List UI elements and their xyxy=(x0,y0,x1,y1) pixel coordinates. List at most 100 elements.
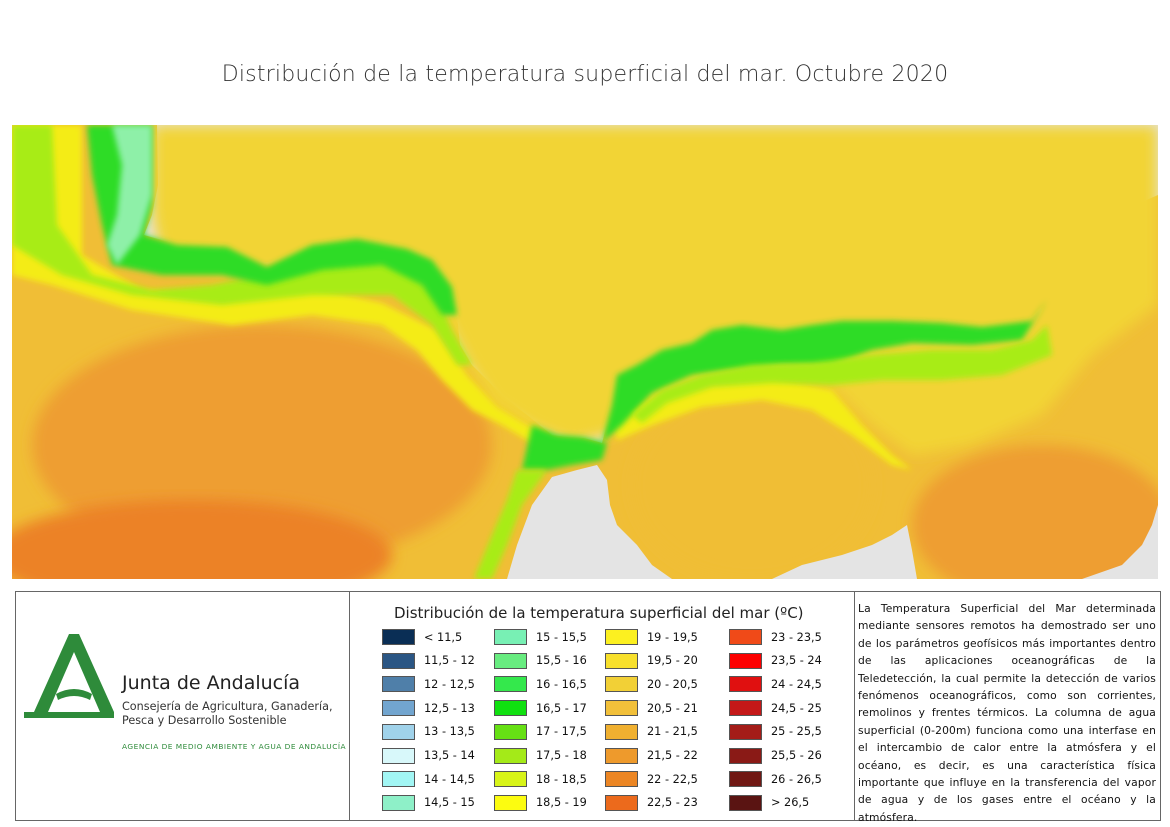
legend-item: 16,5 - 17 xyxy=(494,699,587,717)
legend-label: 19,5 - 20 xyxy=(647,654,698,668)
legend-swatch xyxy=(605,723,638,740)
legend-item: 26 - 26,5 xyxy=(729,770,822,788)
sea-darkorange-atlantic xyxy=(12,500,392,579)
legend-label: 18 - 18,5 xyxy=(536,772,587,786)
sea-yellow-band-alboran xyxy=(612,377,912,470)
legend-item: 13,5 - 14 xyxy=(382,747,475,765)
legend-label: 16 - 16,5 xyxy=(536,677,587,691)
legend-swatch xyxy=(382,652,415,669)
legend-swatch xyxy=(605,771,638,788)
legend-label: 19 - 19,5 xyxy=(647,630,698,644)
legend-item: 24,5 - 25 xyxy=(729,699,822,717)
legend-swatch xyxy=(729,676,762,693)
footer-panel: Junta de Andalucía Consejería de Agricul… xyxy=(15,591,1161,824)
legend-swatch xyxy=(494,652,527,669)
legend-item: 21,5 - 22 xyxy=(605,747,698,765)
legend-item: 25,5 - 26 xyxy=(729,747,822,765)
org-department-line: Consejería de Agricultura, Ganadería, xyxy=(122,700,333,713)
sea-green-band-alboran xyxy=(602,300,1047,443)
land-africa xyxy=(507,465,672,579)
legend-item: 23,5 - 24 xyxy=(729,652,822,670)
legend-label: 12 - 12,5 xyxy=(424,677,475,691)
legend-label: 13,5 - 14 xyxy=(424,749,475,762)
org-department-line: Pesca y Desarrollo Sostenible xyxy=(122,714,287,727)
legend-label: > 26,5 xyxy=(771,796,810,810)
legend-swatch xyxy=(729,700,762,717)
legend-swatch xyxy=(382,676,415,693)
org-agency: AGENCIA DE MEDIO AMBIENTE Y AGUA DE ANDA… xyxy=(122,742,347,751)
sea-orange-alboran xyxy=(632,390,872,579)
legend-item: 14 - 14,5 xyxy=(382,770,475,788)
sea-temperature-map xyxy=(12,125,1158,579)
legend-swatch xyxy=(605,629,638,645)
legend-label: < 11,5 xyxy=(424,630,463,644)
legend-item: 17,5 - 18 xyxy=(494,747,587,765)
org-department: Consejería de Agricultura, Ganadería, Pe… xyxy=(122,700,333,728)
legend-item: 19,5 - 20 xyxy=(605,652,698,670)
sea-lightgreen-band xyxy=(107,125,152,265)
legend-item: 12 - 12,5 xyxy=(382,675,475,693)
legend-label: 12,5 - 13 xyxy=(424,701,475,715)
legend-item: 18,5 - 19 xyxy=(494,794,587,812)
legend-swatch xyxy=(605,747,638,764)
legend-label: 24,5 - 25 xyxy=(771,701,822,715)
legend-swatch xyxy=(494,629,527,645)
junta-andalucia-logo-icon xyxy=(24,634,114,718)
legend-label: 26 - 26,5 xyxy=(771,772,822,786)
legend-label: 25,5 - 26 xyxy=(771,749,822,762)
legend-item: 22,5 - 23 xyxy=(605,794,698,812)
legend-label: 23 - 23,5 xyxy=(771,630,822,644)
sea-lime-atlantic-coast xyxy=(474,470,547,579)
legend-label: 15 - 15,5 xyxy=(536,630,587,644)
org-name: Junta de Andalucía xyxy=(122,672,301,694)
legend-item: 20,5 - 21 xyxy=(605,699,698,717)
legend-label: 22 - 22,5 xyxy=(647,772,698,786)
legend-label: 14,5 - 15 xyxy=(424,796,475,810)
logo-panel: Junta de Andalucía Consejería de Agricul… xyxy=(16,592,350,820)
legend-swatch xyxy=(729,723,762,740)
legend-item: 14,5 - 15 xyxy=(382,794,475,812)
legend-label: 20 - 20,5 xyxy=(647,677,698,691)
legend-swatch xyxy=(729,629,762,645)
legend-item: 22 - 22,5 xyxy=(605,770,698,788)
legend-swatch xyxy=(382,771,415,788)
legend-item: 11,5 - 12 xyxy=(382,652,475,670)
legend-swatch xyxy=(729,771,762,788)
legend-swatch xyxy=(382,723,415,740)
legend-label: 23,5 - 24 xyxy=(771,654,822,668)
sea-green-band-north xyxy=(87,125,457,315)
legend-swatch xyxy=(494,700,527,717)
legend-label: 14 - 14,5 xyxy=(424,772,475,786)
legend-swatch xyxy=(605,794,638,811)
legend-swatch xyxy=(382,747,415,764)
legend-swatch xyxy=(382,794,415,811)
legend-item: 16 - 16,5 xyxy=(494,675,587,693)
legend-label: 21,5 - 22 xyxy=(647,749,698,762)
legend-label: 17,5 - 18 xyxy=(536,749,587,762)
sea-strait xyxy=(522,425,607,470)
legend-item: 12,5 - 13 xyxy=(382,699,475,717)
legend-item: 18 - 18,5 xyxy=(494,770,587,788)
legend-label: 24 - 24,5 xyxy=(771,677,822,691)
legend-swatch xyxy=(494,723,527,740)
sea-lime-band-alboran xyxy=(632,325,1052,423)
legend-swatch xyxy=(605,676,638,693)
legend-item: 15 - 15,5 xyxy=(494,628,587,646)
legend-item: > 26,5 xyxy=(729,794,809,812)
legend-item: 13 - 13,5 xyxy=(382,723,475,741)
legend-item: 23 - 23,5 xyxy=(729,628,822,646)
legend-label: 15,5 - 16 xyxy=(536,654,587,668)
legend-label: 18,5 - 19 xyxy=(536,796,587,810)
sea-orange-east xyxy=(912,445,1158,579)
legend-swatch xyxy=(729,652,762,669)
legend-label: 11,5 - 12 xyxy=(424,654,475,668)
legend-item: < 11,5 xyxy=(382,628,462,646)
map-canvas xyxy=(12,125,1158,579)
description-panel: La Temperatura Superficial del Mar deter… xyxy=(854,592,1160,824)
legend-label: 20,5 - 21 xyxy=(647,701,698,715)
legend-label: 13 - 13,5 xyxy=(424,725,475,739)
legend-item: 25 - 25,5 xyxy=(729,723,822,741)
legend-label: 22,5 - 23 xyxy=(647,796,698,810)
legend-swatch xyxy=(494,794,527,811)
legend-label: 17 - 17,5 xyxy=(536,725,587,739)
